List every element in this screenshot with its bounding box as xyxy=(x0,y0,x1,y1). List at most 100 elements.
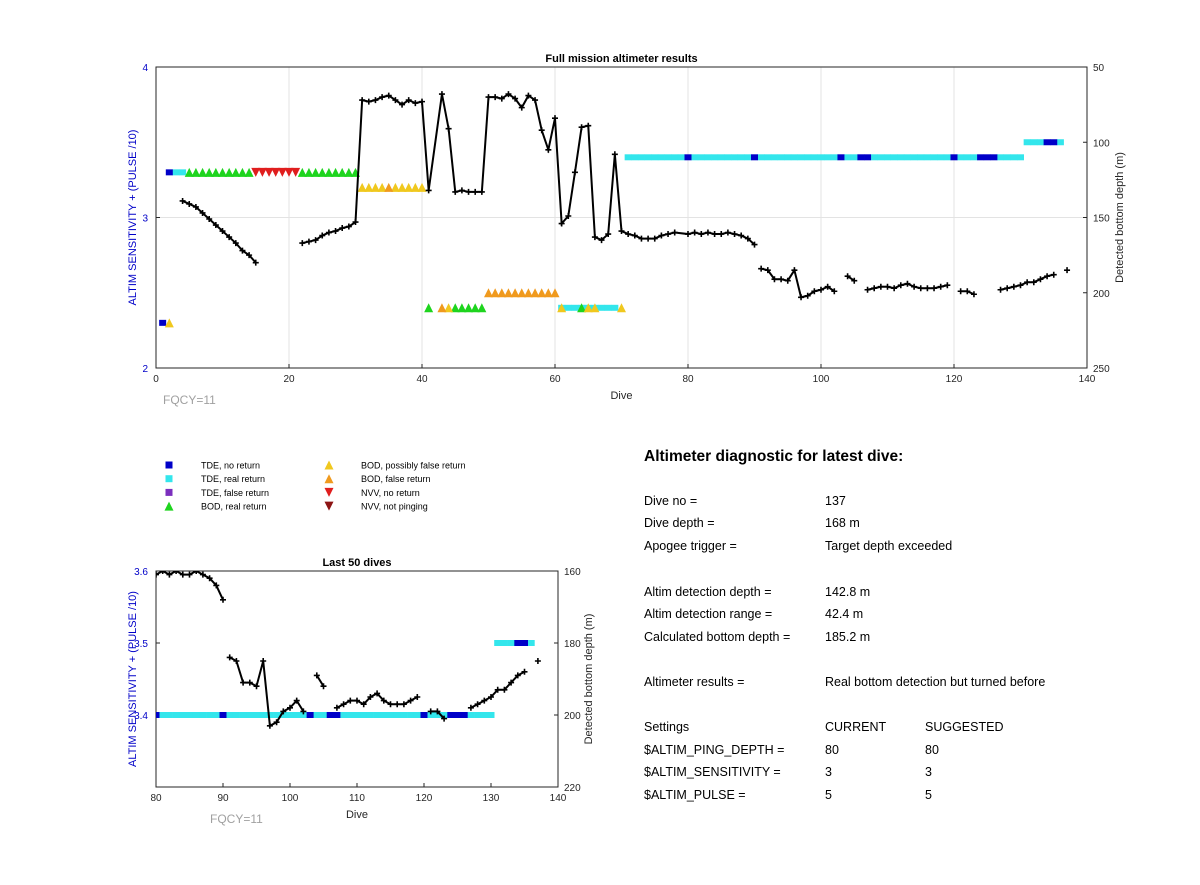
bottom-depth-point xyxy=(565,212,572,219)
bottom-depth-point xyxy=(400,701,407,708)
tde-no-return-marker xyxy=(864,154,872,161)
legend-label: TDE, real return xyxy=(201,474,265,484)
tde-real-return-marker xyxy=(172,169,180,176)
bottom-depth-point xyxy=(387,701,394,708)
bottom-depth-point xyxy=(345,223,352,230)
bottom-depth-point xyxy=(521,668,528,675)
tde-real-return-marker xyxy=(192,712,200,718)
bottom-depth-point xyxy=(360,701,367,708)
tde-real-return-marker xyxy=(704,154,712,161)
diagnostic-value: 142.8 m xyxy=(825,585,871,599)
bottom-depth-point xyxy=(957,288,964,295)
bottom-depth-point xyxy=(764,267,771,274)
fqcy-annotation: FQCY=11 xyxy=(210,812,263,826)
legend-label: TDE, no return xyxy=(201,461,260,471)
bottom-depth-line xyxy=(315,674,325,687)
tde-real-return-marker xyxy=(870,154,878,161)
legend-square-icon xyxy=(165,488,173,496)
bottom-depth-point xyxy=(534,658,541,664)
bottom-depth-point xyxy=(691,229,698,236)
legend-square-icon xyxy=(165,461,173,469)
tde-no-return-marker xyxy=(837,154,845,161)
tde-real-return-marker xyxy=(637,154,645,161)
tde-real-return-marker xyxy=(598,304,606,311)
bottom-depth-point xyxy=(434,708,441,715)
bod-possibly-false-marker xyxy=(590,303,600,313)
tde-real-return-marker xyxy=(360,712,368,718)
bottom-depth-point xyxy=(665,231,672,238)
bod-real-return-marker xyxy=(198,167,208,177)
bottom-depth-point xyxy=(340,701,347,708)
tde-real-return-marker xyxy=(651,154,659,161)
bottom-depth-point xyxy=(425,187,432,194)
bod-real-return-marker xyxy=(577,303,587,313)
bottom-depth-point xyxy=(252,259,259,266)
tde-real-return-marker xyxy=(731,154,739,161)
bottom-depth-point xyxy=(638,235,645,242)
bottom-depth-point xyxy=(891,285,898,292)
tde-real-return-marker xyxy=(1017,154,1024,161)
nvv-no-return-marker xyxy=(271,167,281,177)
bod-possibly-false-marker xyxy=(404,182,414,192)
bottom-depth-point xyxy=(380,697,387,704)
tde-real-return-marker xyxy=(293,712,301,718)
y-right-tick-label: 160 xyxy=(564,567,581,578)
bottom-depth-point xyxy=(525,92,532,99)
setting-suggested-value: 5 xyxy=(925,788,932,802)
tde-real-return-marker xyxy=(903,154,911,161)
diagnostic-label: Dive no = xyxy=(644,494,698,508)
bod-real-return-marker xyxy=(218,167,227,177)
bottom-depth-point xyxy=(744,235,751,242)
tde-real-return-marker xyxy=(407,712,415,718)
tde-real-return-marker xyxy=(764,154,772,161)
bottom-depth-point xyxy=(206,216,213,223)
bottom-depth-point xyxy=(1004,285,1011,292)
bottom-depth-point xyxy=(904,280,911,287)
tde-real-return-marker xyxy=(1003,154,1011,161)
tde-real-return-marker xyxy=(1036,139,1044,146)
bottom-depth-point xyxy=(339,225,346,232)
tde-real-return-marker xyxy=(757,154,765,161)
bottom-depth-point xyxy=(445,125,452,132)
bod-possibly-false-marker xyxy=(397,182,407,192)
legend-triangle-icon xyxy=(324,460,334,470)
tde-no-return-marker xyxy=(521,640,528,646)
tde-no-return-marker xyxy=(751,154,758,161)
bottom-depth-point xyxy=(512,95,519,102)
bottom-depth-point xyxy=(312,237,319,244)
bottom-depth-point xyxy=(199,571,206,578)
x-tick-label: 140 xyxy=(550,793,567,804)
bottom-depth-point xyxy=(287,704,293,711)
legend: TDE, no return TDE, real return TDE, false… xyxy=(164,460,466,512)
bottom-depth-point xyxy=(319,232,326,239)
bottom-depth-point xyxy=(305,238,312,245)
y-left-tick-label: 3.6 xyxy=(134,567,148,578)
bottom-depth-point xyxy=(552,115,558,122)
bod-false-return-marker xyxy=(497,288,507,298)
bottom-depth-point xyxy=(199,209,206,216)
legend-label: BOD, real return xyxy=(201,502,267,512)
tde-real-return-marker xyxy=(631,154,639,161)
bottom-depth-point xyxy=(379,94,386,101)
x-tick-label: 20 xyxy=(283,374,295,385)
bod-real-return-marker xyxy=(311,167,321,177)
tde-real-return-marker xyxy=(784,154,792,161)
tde-real-return-marker xyxy=(279,712,287,718)
legend-triangle-icon xyxy=(324,501,334,511)
tde-real-return-marker xyxy=(313,712,321,718)
diagnostic-value: 42.4 m xyxy=(825,607,864,621)
tde-no-return-marker xyxy=(983,154,991,161)
bottom-depth-point xyxy=(731,231,738,238)
bod-real-return-marker xyxy=(450,303,460,313)
bottom-depth-point xyxy=(159,571,166,574)
tde-real-return-marker xyxy=(1023,139,1031,146)
bottom-depth-line xyxy=(229,656,305,728)
bottom-depth-point xyxy=(871,285,878,292)
nvv-no-return-marker xyxy=(264,167,274,177)
bottom-depth-point xyxy=(931,285,938,292)
bottom-depth-point xyxy=(220,596,226,603)
tde-real-return-marker xyxy=(824,154,832,161)
bottom-depth-point xyxy=(232,240,239,247)
tde-real-return-marker xyxy=(957,154,965,161)
